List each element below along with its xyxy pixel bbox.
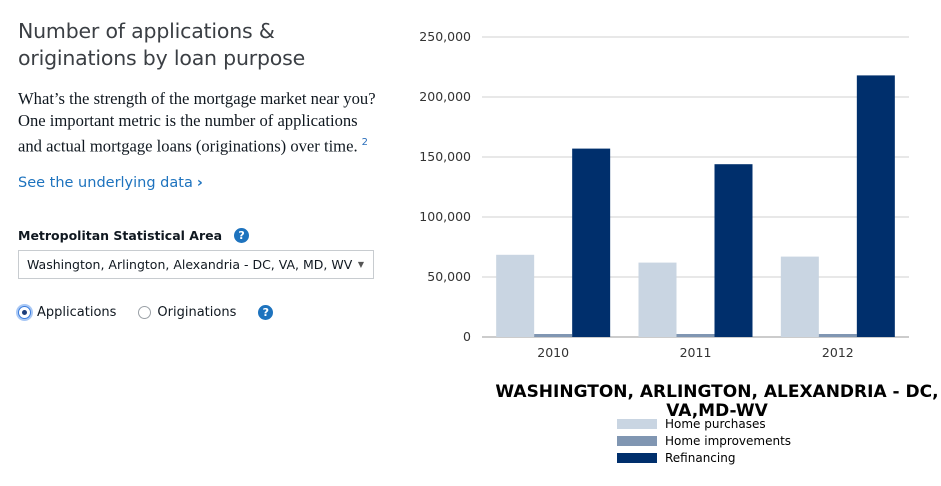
legend-label: Home improvements [665, 434, 791, 448]
chart-title-line1: WASHINGTON, ARLINGTON, ALEXANDRIA - DC, [495, 382, 938, 402]
chevron-right-icon: › [196, 174, 203, 191]
link-label: See the underlying data [18, 174, 193, 191]
legend-label: Refinancing [665, 451, 735, 465]
chart-bars [496, 75, 895, 338]
x-tick-label: 2010 [537, 345, 569, 360]
loan-purpose-bar-chart: 0 50,000 100,000 150,000 200,000 250,000 2010… [419, 29, 938, 465]
footnote-link[interactable]: 2 [361, 137, 368, 148]
y-tick-label: 250,000 [419, 29, 471, 44]
y-tick-label: 200,000 [419, 89, 471, 104]
chart-title-line2: VA,MD-WV [666, 401, 768, 421]
bar-refinancing-2010[interactable] [572, 148, 611, 337]
bar-home-improvements-2010[interactable] [534, 334, 573, 337]
radio-originations[interactable]: Originations [138, 305, 236, 320]
msa-select[interactable]: Washington, Arlington, Alexandria - DC, … [18, 249, 374, 279]
panel-title-line2: originations by loan purpose [18, 46, 306, 70]
msa-label-text: Metropolitan Statistical Area [18, 227, 223, 243]
description-text: What’s the strength of the mortgage mark… [18, 89, 376, 156]
x-tick-label: 2011 [680, 345, 712, 360]
bar-home-improvements-2012[interactable] [818, 334, 857, 337]
y-axis-ticks: 0 50,000 100,000 150,000 200,000 250,000 [419, 29, 471, 344]
x-axis-ticks: 2010 2011 2012 [537, 345, 853, 360]
radio-applications-control[interactable] [18, 305, 31, 319]
bar-refinancing-2012[interactable] [856, 75, 895, 338]
bar-home-purchases-2012[interactable] [780, 256, 819, 337]
help-icon-radios[interactable]: ? [258, 304, 274, 320]
legend-label: Home purchases [665, 417, 766, 431]
panel-title: Number of applications & originations by… [18, 18, 398, 72]
dropdown-arrow-icon: ▼ [357, 259, 364, 269]
legend-swatch [617, 419, 657, 429]
bar-home-purchases-2010[interactable] [496, 254, 535, 337]
radio-applications[interactable]: Applications [18, 305, 116, 320]
x-tick-label: 2012 [822, 345, 854, 360]
left-panel: Number of applications & originations by… [18, 18, 398, 320]
see-underlying-data-link[interactable]: See the underlying data › [18, 175, 203, 191]
radio-originations-control[interactable] [138, 305, 152, 319]
legend-swatch [617, 453, 657, 463]
help-icon[interactable]: ? [234, 227, 250, 243]
bar-refinancing-2011[interactable] [714, 164, 753, 337]
y-tick-label: 100,000 [419, 209, 471, 224]
y-tick-label: 150,000 [419, 149, 471, 164]
msa-label: Metropolitan Statistical Area ? [18, 227, 398, 243]
chart-legend: Home purchases Home improvements Refinanci… [617, 417, 791, 465]
radio-applications-label: Applications [37, 304, 117, 320]
y-tick-label: 0 [463, 329, 471, 344]
radio-originations-label: Originations [157, 304, 237, 320]
panel-title-line1: Number of applications & [18, 19, 275, 43]
bar-home-improvements-2011[interactable] [676, 334, 715, 337]
chart-grid [482, 36, 909, 338]
data-type-radios: Applications Originations ? [18, 304, 398, 320]
panel-description: What’s the strength of the mortgage mark… [18, 88, 383, 158]
msa-selected-value: Washington, Arlington, Alexandria - DC, … [27, 256, 353, 272]
y-tick-label: 50,000 [427, 269, 471, 284]
legend-swatch [617, 436, 657, 446]
bar-home-purchases-2011[interactable] [638, 262, 677, 337]
